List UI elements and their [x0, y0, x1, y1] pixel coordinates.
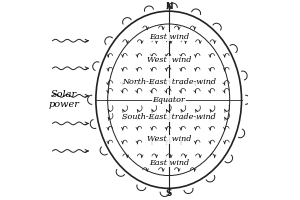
- Text: West  wind: West wind: [146, 135, 191, 143]
- Text: Solar
power: Solar power: [49, 90, 80, 109]
- Text: N: N: [165, 2, 172, 11]
- Text: Equator: Equator: [152, 96, 185, 104]
- Text: S: S: [166, 189, 172, 198]
- Text: South-East  trade-wind: South-East trade-wind: [122, 113, 216, 121]
- Ellipse shape: [96, 11, 242, 188]
- Text: West  wind: West wind: [146, 56, 191, 64]
- Text: East wind: East wind: [148, 159, 189, 167]
- Text: North-East  trade-wind: North-East trade-wind: [122, 78, 216, 86]
- Text: East wind: East wind: [148, 33, 189, 41]
